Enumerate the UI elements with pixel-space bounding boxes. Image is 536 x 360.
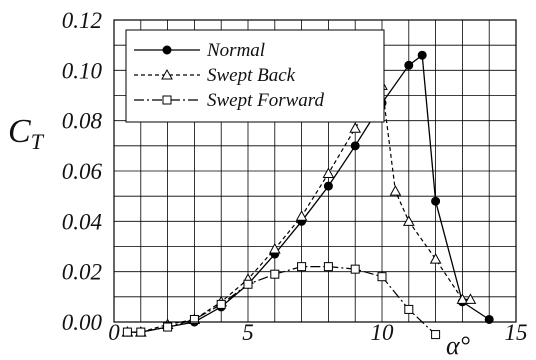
x-tick-label: 5 <box>242 320 254 345</box>
y-axis-label-subscript: T <box>31 129 45 154</box>
x-axis-label: α° <box>446 331 470 360</box>
y-tick-label: 0.08 <box>62 109 103 134</box>
data-point-swept-back <box>402 215 415 226</box>
data-point-swept-back <box>322 167 335 179</box>
x-tick-label: 0 <box>108 320 120 345</box>
series-line-swept-back <box>127 83 471 333</box>
data-point-swept-forward <box>297 262 307 272</box>
data-point-normal <box>417 50 427 60</box>
y-tick-label: 0.00 <box>62 310 103 335</box>
legend-marker-normal <box>162 45 172 55</box>
data-point-swept-back <box>429 253 442 264</box>
data-point-swept-forward <box>163 322 173 332</box>
legend-marker-swept-forward <box>162 95 172 105</box>
series-swept-forward <box>122 262 441 340</box>
data-point-normal <box>404 60 414 70</box>
data-point-normal <box>323 181 333 191</box>
legend: Normal Swept Back Swept Forward <box>125 29 385 123</box>
x-tick-label: 15 <box>505 320 528 345</box>
axes <box>113 19 517 323</box>
data-point-swept-forward <box>136 327 146 337</box>
data-point-swept-forward <box>404 304 414 314</box>
y-tick-label: 0.04 <box>62 209 102 234</box>
data-point-swept-forward <box>350 264 360 274</box>
data-point-swept-forward <box>216 299 226 309</box>
data-point-swept-back <box>389 185 402 196</box>
data-point-swept-back <box>349 122 362 133</box>
legend-label-swept-back: Swept Back <box>207 65 296 86</box>
data-point-normal <box>350 141 360 151</box>
data-point-swept-back <box>464 293 477 304</box>
data-point-swept-forward <box>377 272 387 282</box>
y-tick-label: 0.12 <box>62 8 102 33</box>
y-tick-label: 0.02 <box>62 260 102 285</box>
y-tick-label: 0.10 <box>62 58 103 83</box>
y-tick-label: 0.06 <box>62 159 103 184</box>
data-point-swept-back <box>456 293 469 304</box>
data-point-swept-forward <box>189 314 199 324</box>
data-point-swept-forward <box>431 330 441 340</box>
x-tick-label: 10 <box>371 320 395 345</box>
data-point-normal <box>431 196 441 206</box>
legend-marker-swept-back <box>161 68 173 80</box>
tick-labels: 0.00 0.02 0.04 0.06 0.08 0.10 0.12 0 5 10 15 <box>62 8 528 345</box>
data-point-swept-forward <box>270 269 280 279</box>
y-axis-label: CT <box>8 113 45 154</box>
series-line-normal <box>127 53 490 333</box>
data-point-swept-forward <box>122 327 132 337</box>
data-point-swept-back <box>295 210 308 221</box>
legend-label-swept-forward: Swept Forward <box>207 90 324 111</box>
data-point-swept-back <box>268 242 281 254</box>
plot-frame <box>113 19 517 323</box>
legend-label-normal: Normal <box>206 40 265 61</box>
data-point-swept-forward <box>243 279 253 289</box>
data-point-swept-forward <box>323 262 333 272</box>
